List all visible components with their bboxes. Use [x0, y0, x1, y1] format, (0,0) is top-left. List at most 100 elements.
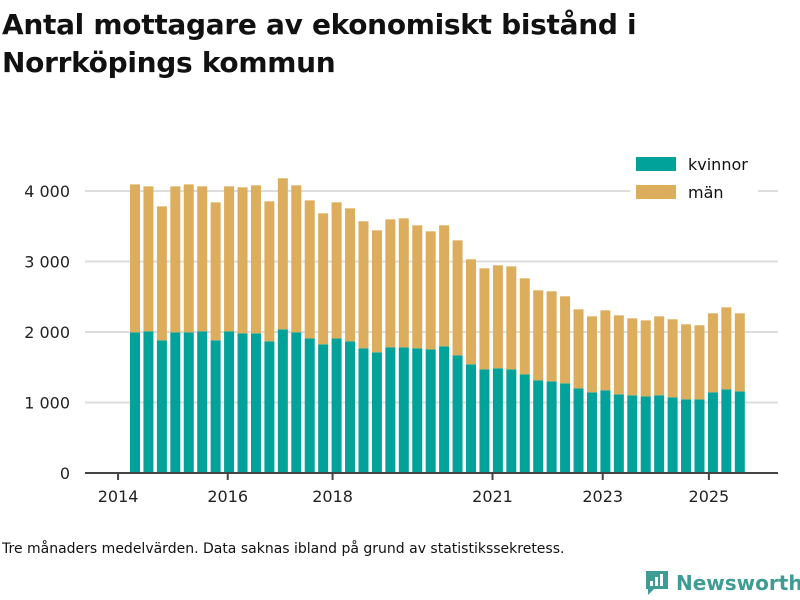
bar-man: [479, 268, 490, 370]
y-tick-label: 2 000: [24, 323, 70, 342]
bar-man: [156, 206, 167, 341]
bar-kvinnor: [452, 355, 463, 473]
bar-man: [264, 201, 275, 342]
bar-kvinnor: [412, 348, 423, 473]
bar-man: [640, 320, 651, 397]
bar-man: [519, 278, 530, 375]
bar-man: [627, 318, 638, 396]
bar-man: [452, 240, 463, 356]
bar-man: [143, 186, 154, 332]
bar-kvinnor: [331, 338, 342, 473]
bar-kvinnor: [291, 332, 302, 473]
logo-text: Newsworthy: [676, 571, 800, 595]
bar-man: [210, 202, 221, 341]
bar-kvinnor: [667, 397, 678, 473]
bar-kvinnor: [425, 349, 436, 473]
bar-man: [560, 296, 571, 384]
bar-kvinnor: [654, 395, 665, 473]
bar-kvinnor: [210, 340, 221, 473]
bar-man: [345, 208, 356, 342]
bar-man: [439, 225, 450, 347]
legend-label: kvinnor: [688, 154, 748, 174]
bar-kvinnor: [197, 331, 208, 473]
bar-man: [304, 200, 315, 339]
bar-man: [654, 316, 665, 396]
bar-kvinnor: [398, 347, 409, 473]
bar-man: [707, 313, 718, 393]
bar-kvinnor: [533, 380, 544, 473]
bar-kvinnor: [264, 341, 275, 473]
bar-man: [425, 231, 436, 350]
bar-man: [667, 319, 678, 398]
x-tick-label: 2016: [207, 487, 248, 506]
bar-kvinnor: [224, 331, 235, 473]
bar-man: [533, 290, 544, 381]
bar-man: [681, 324, 692, 400]
bar-kvinnor: [371, 352, 382, 473]
bar-kvinnor: [277, 329, 288, 473]
bar-man: [197, 186, 208, 332]
bar-kvinnor: [640, 396, 651, 473]
bar-man: [277, 178, 288, 330]
legend-swatch-man: [636, 185, 676, 199]
bar-man: [573, 309, 584, 389]
bar-man: [385, 219, 396, 348]
newsworthy-logo-icon: [646, 571, 668, 595]
newsworthy-logo[interactable]: Newsworthy: [644, 569, 800, 597]
bar-kvinnor: [170, 332, 181, 473]
bar-kvinnor: [707, 392, 718, 473]
y-tick-label: 3 000: [24, 253, 70, 272]
bar-man: [398, 218, 409, 348]
bar-man: [613, 315, 624, 395]
x-tick-label: 2023: [582, 487, 623, 506]
bar-man: [492, 265, 503, 369]
bar-kvinnor: [734, 391, 745, 473]
bar-man: [291, 185, 302, 333]
bar-kvinnor: [304, 338, 315, 473]
y-tick-label: 0: [60, 464, 70, 483]
bar-man: [183, 184, 194, 333]
bar-kvinnor: [573, 388, 584, 473]
x-tick-label: 2021: [472, 487, 513, 506]
bar-man: [318, 213, 329, 345]
bar-kvinnor: [156, 340, 167, 473]
bar-kvinnor: [183, 332, 194, 473]
bar-man: [586, 316, 597, 393]
bar-man: [600, 310, 611, 391]
x-tick-label: 2018: [312, 487, 353, 506]
footnote: Tre månaders medelvärden. Data saknas ib…: [2, 541, 565, 557]
bar-kvinnor: [694, 399, 705, 473]
bar-man: [358, 221, 369, 349]
x-tick-label: 2014: [98, 487, 139, 506]
bar-man: [546, 291, 557, 382]
legend-item-kvinnor: kvinnor: [636, 150, 748, 178]
bar-kvinnor: [345, 341, 356, 473]
bar-kvinnor: [546, 381, 557, 473]
bar-kvinnor: [627, 395, 638, 473]
legend-item-man: män: [636, 178, 748, 206]
bar-man: [250, 185, 261, 334]
bar-kvinnor: [560, 383, 571, 473]
y-tick-label: 1 000: [24, 394, 70, 413]
y-tick-label: 4 000: [24, 182, 70, 201]
x-tick-label: 2025: [689, 487, 730, 506]
bar-man: [721, 307, 732, 390]
bar-man: [237, 187, 248, 334]
bar-man: [694, 325, 705, 400]
bar-kvinnor: [318, 344, 329, 473]
bar-man: [130, 184, 140, 333]
bar-kvinnor: [250, 333, 261, 473]
bar-kvinnor: [358, 348, 369, 473]
bar-kvinnor: [600, 390, 611, 473]
bar-man: [466, 259, 476, 365]
bar-kvinnor: [479, 369, 490, 473]
chart-title: Antal mottagare av ekonomiskt bistånd i …: [2, 8, 637, 79]
bar-kvinnor: [466, 364, 476, 473]
legend-label: män: [688, 182, 724, 202]
bar-kvinnor: [506, 369, 517, 473]
bar-kvinnor: [130, 332, 140, 473]
bar-kvinnor: [721, 389, 732, 473]
bar-kvinnor: [492, 368, 503, 473]
bar-man: [506, 266, 517, 370]
